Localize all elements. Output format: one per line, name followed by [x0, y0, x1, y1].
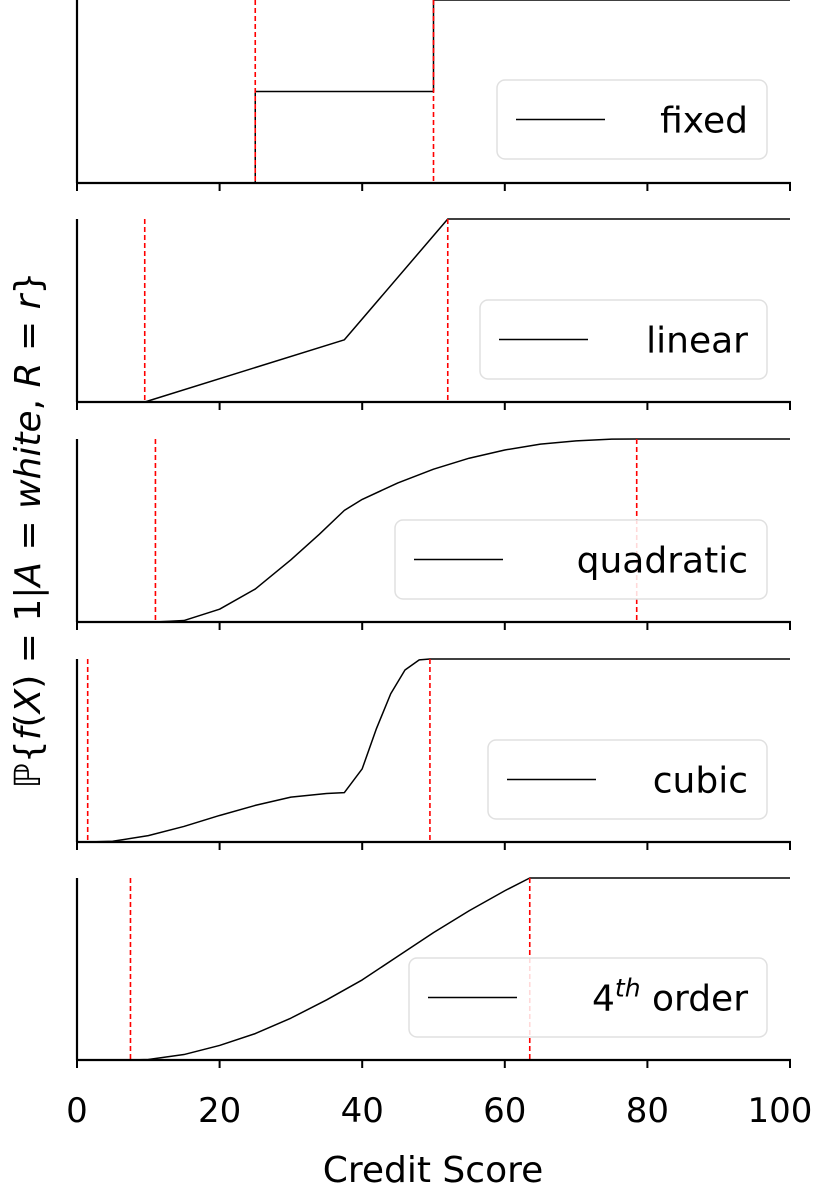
x-axis-title: Credit Score [323, 1150, 544, 1191]
panel: cubic [75, 658, 791, 850]
legend: quadratic [394, 519, 768, 600]
panel: fixed [75, 0, 791, 191]
legend-box [479, 299, 768, 380]
legend: fixed [496, 79, 768, 160]
series-line [144, 218, 790, 403]
panel: quadratic [75, 438, 791, 630]
x-tick-labels: 0 20 40 60 80 100 [66, 1091, 812, 1131]
y-axis-title: ℙ{f(X) = 1|A = white, R = r} [8, 272, 49, 789]
x-tick-label: 60 [483, 1091, 526, 1131]
legend-box [394, 519, 768, 600]
legend: cubic [487, 739, 768, 820]
series-line [155, 438, 790, 623]
x-tick-label: 0 [66, 1091, 88, 1131]
x-tick-label: 40 [341, 1091, 384, 1131]
panel: 4th order [75, 877, 791, 1068]
legend-label: linear [646, 321, 748, 362]
panel: linear [75, 218, 791, 410]
legend-label: 4th order [592, 974, 748, 1020]
legend-label: cubic [653, 761, 748, 802]
series-line [130, 877, 790, 1061]
x-tick-label: 100 [748, 1091, 813, 1131]
legend-box [408, 957, 768, 1038]
legend-label: quadratic [577, 541, 748, 582]
series-line [87, 658, 790, 843]
legend: linear [479, 299, 768, 380]
x-tick-label: 80 [626, 1091, 669, 1131]
legend-box [496, 79, 768, 160]
panels: fixed linear quadratic cubic 4th order [75, 0, 791, 1068]
legend-box [487, 739, 768, 820]
x-tick-label: 20 [198, 1091, 241, 1131]
legend-label: fixed [660, 101, 748, 142]
legend: 4th order [408, 957, 768, 1038]
